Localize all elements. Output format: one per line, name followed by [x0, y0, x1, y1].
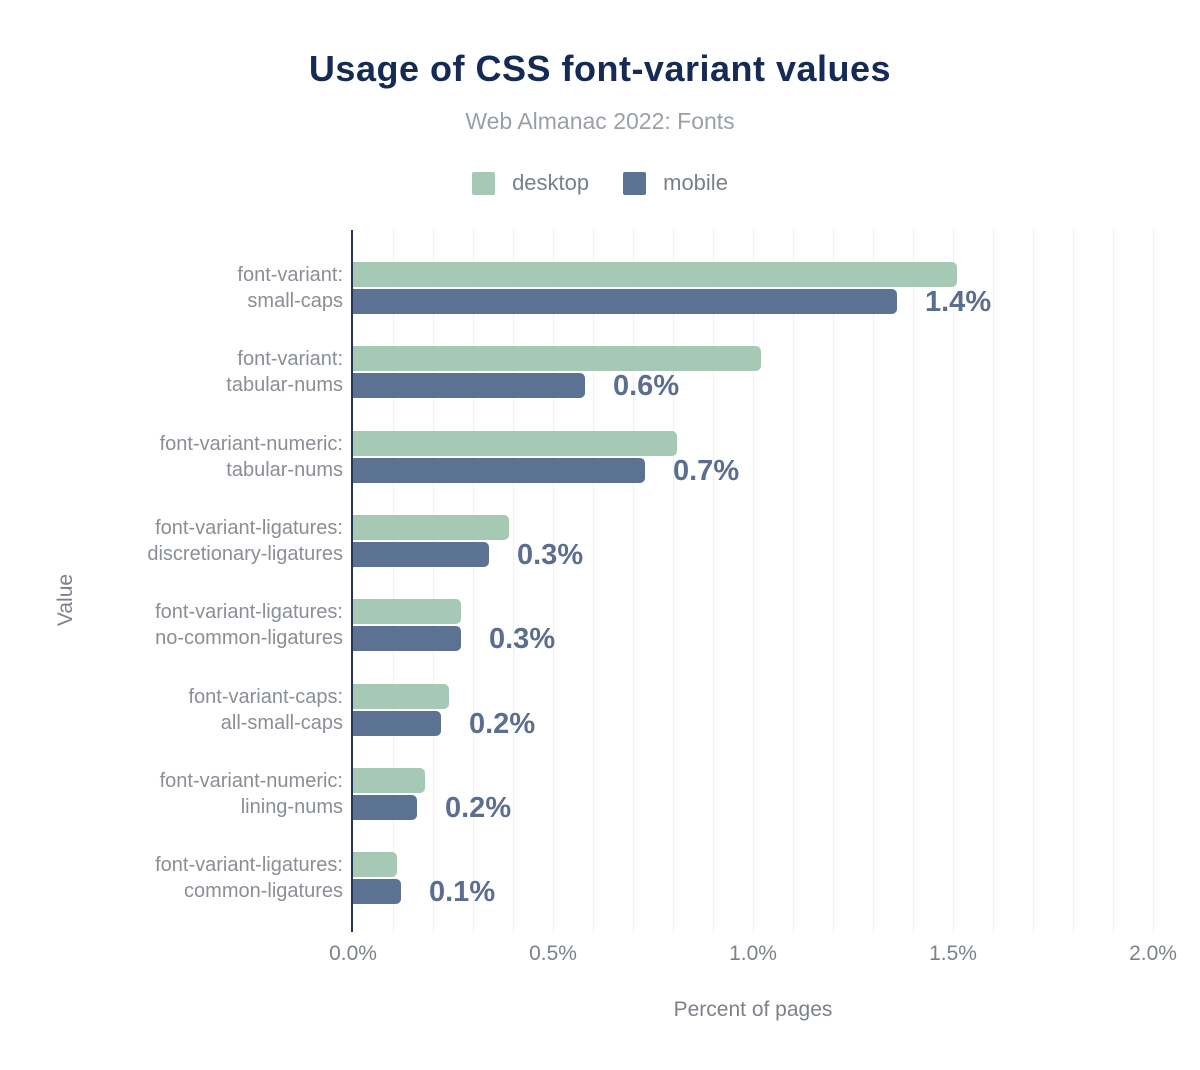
gridline — [913, 230, 914, 932]
legend-item-mobile: mobile — [623, 170, 728, 196]
gridline — [1153, 230, 1154, 932]
x-axis-tick-label: 0.0% — [329, 942, 377, 965]
bar-value-label: 1.4% — [925, 285, 992, 318]
gridline — [1033, 230, 1034, 932]
gridline — [513, 230, 514, 932]
category-label-line: no-common-ligatures — [155, 627, 343, 649]
category-label-line: all-small-caps — [220, 712, 343, 734]
gridline — [1073, 230, 1074, 932]
x-axis-tick-label: 1.0% — [729, 942, 777, 965]
x-axis-tick-label: 1.5% — [929, 942, 977, 965]
bar-value-label: 0.7% — [673, 454, 740, 487]
chart-subtitle: Web Almanac 2022: Fonts — [465, 108, 735, 134]
category-label-line: tabular-nums — [226, 374, 343, 396]
category-label-line: font-variant: — [237, 264, 343, 286]
category-label: font-variant: small-caps — [0, 262, 343, 314]
bar-desktop — [353, 852, 397, 877]
category-label-line: small-caps — [247, 290, 343, 312]
bar-mobile — [353, 542, 489, 567]
category-label-line: font-variant-numeric: — [159, 770, 343, 792]
bar-mobile — [353, 626, 461, 651]
bar-value-label: 0.3% — [489, 622, 556, 655]
gridline — [793, 230, 794, 932]
category-label-line: common-ligatures — [184, 880, 343, 902]
bar-mobile — [353, 795, 417, 820]
bar-value-label: 0.6% — [613, 369, 680, 402]
bar-desktop — [353, 684, 449, 709]
category-label: font-variant-ligatures: no-common-ligatur… — [0, 599, 343, 651]
legend-label-mobile: mobile — [663, 170, 728, 195]
gridline — [473, 230, 474, 932]
gridline — [593, 230, 594, 932]
gridline — [433, 230, 434, 932]
x-axis-tick-label: 0.5% — [529, 942, 577, 965]
bar-desktop — [353, 768, 425, 793]
gridline — [713, 230, 714, 932]
category-label: font-variant-numeric: tabular-nums — [0, 431, 343, 483]
legend: desktop mobile — [0, 170, 1200, 196]
bar-desktop — [353, 346, 761, 371]
category-label-line: font-variant-numeric: — [159, 433, 343, 455]
bar-desktop — [353, 515, 509, 540]
category-label-line: font-variant-caps: — [188, 686, 343, 708]
category-label-line: tabular-nums — [226, 459, 343, 481]
gridline — [873, 230, 874, 932]
category-label-line: font-variant-ligatures: — [155, 601, 343, 623]
category-label-line: discretionary-ligatures — [147, 543, 343, 565]
bar-mobile — [353, 458, 645, 483]
bar-desktop — [353, 262, 957, 287]
legend-swatch-desktop — [472, 171, 496, 195]
bar-desktop — [353, 599, 461, 624]
category-label-line: font-variant: — [237, 348, 343, 370]
category-label: font-variant-numeric: lining-nums — [0, 768, 343, 820]
gridline — [553, 230, 554, 932]
y-axis-line — [351, 230, 353, 932]
bar-desktop — [353, 431, 677, 456]
gridline — [633, 230, 634, 932]
category-label-line: font-variant-ligatures: — [155, 854, 343, 876]
bar-value-label: 0.2% — [445, 791, 512, 824]
gridline — [673, 230, 674, 932]
bar-mobile — [353, 711, 441, 736]
x-axis-tick-label: 2.0% — [1129, 942, 1177, 965]
bar-value-label: 0.2% — [469, 707, 536, 740]
bar-value-label: 0.1% — [429, 875, 496, 908]
gridline — [1113, 230, 1114, 932]
chart-title: Usage of CSS font-variant values — [308, 48, 892, 89]
legend-swatch-mobile — [623, 171, 647, 195]
category-label: font-variant-ligatures: common-ligatures — [0, 852, 343, 904]
gridline — [753, 230, 754, 932]
legend-item-desktop: desktop — [472, 170, 589, 196]
category-label-line: lining-nums — [240, 796, 343, 818]
gridline — [953, 230, 954, 932]
gridline — [393, 230, 394, 932]
y-axis-title: Value — [54, 573, 77, 627]
category-label: font-variant: tabular-nums — [0, 346, 343, 398]
bar-value-label: 0.3% — [517, 538, 584, 571]
category-label-line: font-variant-ligatures: — [155, 517, 343, 539]
category-label: font-variant-caps: all-small-caps — [0, 684, 343, 736]
bar-mobile — [353, 373, 585, 398]
bar-mobile — [353, 879, 401, 904]
legend-label-desktop: desktop — [512, 170, 590, 195]
x-axis-title: Percent of pages — [673, 998, 833, 1021]
bar-mobile — [353, 289, 897, 314]
category-label: font-variant-ligatures: discretionary-lig… — [0, 515, 343, 567]
gridline — [993, 230, 994, 932]
gridline — [833, 230, 834, 932]
